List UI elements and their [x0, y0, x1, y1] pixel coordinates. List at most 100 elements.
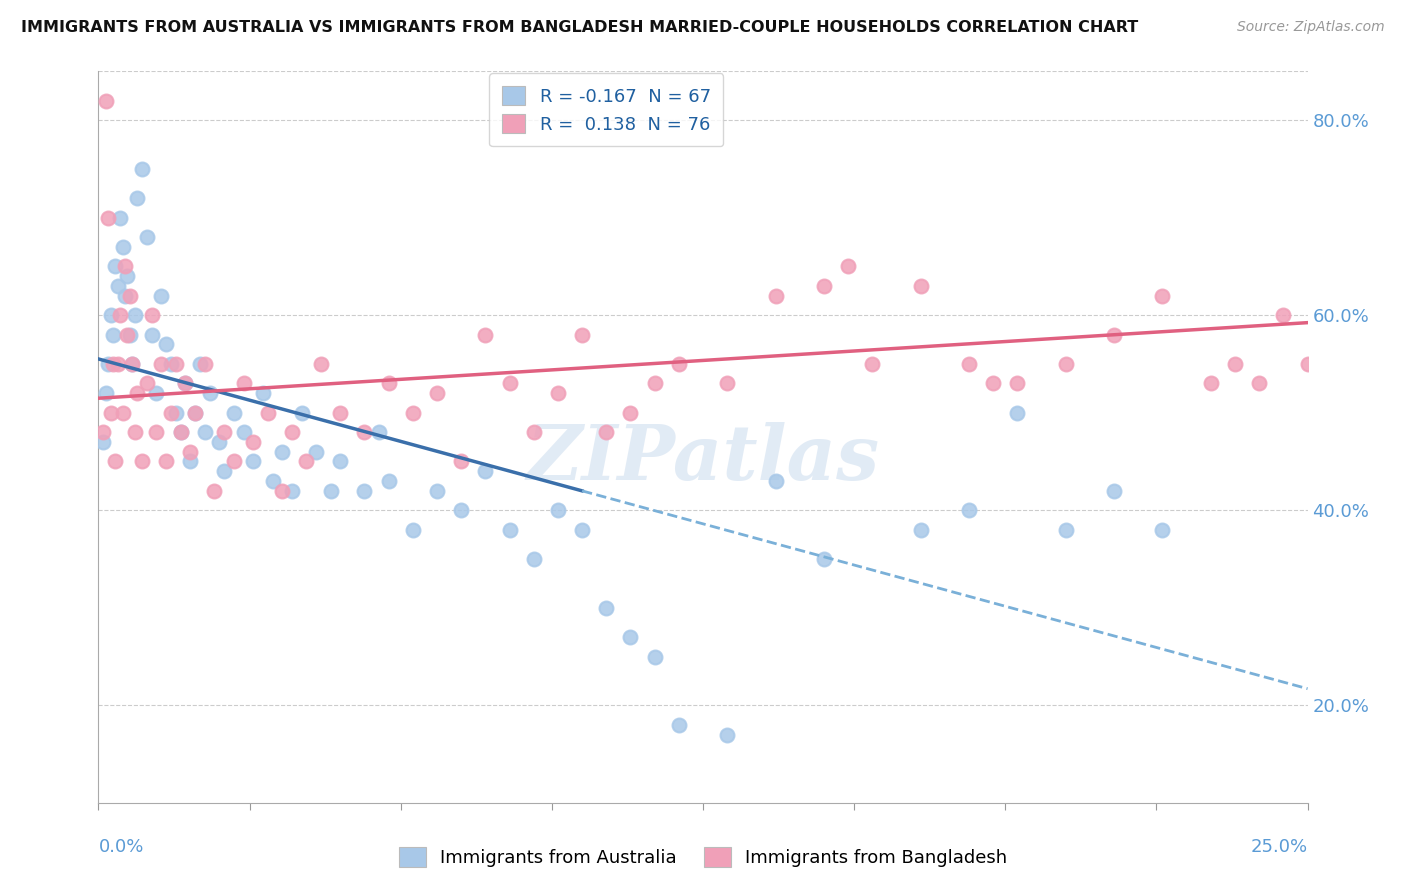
Point — [860, 357, 883, 371]
Point — [1102, 327, 1125, 342]
Point — [91, 425, 114, 440]
Point — [114, 288, 136, 302]
Point — [402, 406, 425, 420]
Point — [619, 630, 641, 644]
Point — [232, 425, 254, 440]
Point — [957, 357, 980, 371]
Point — [111, 406, 134, 420]
Point — [256, 406, 278, 420]
Point — [295, 454, 318, 468]
Point — [450, 454, 472, 468]
Point — [97, 211, 120, 225]
Point — [242, 454, 264, 468]
Point — [329, 454, 352, 468]
Text: 0.0%: 0.0% — [98, 838, 143, 856]
Point — [668, 357, 690, 371]
Legend: Immigrants from Australia, Immigrants from Bangladesh: Immigrants from Australia, Immigrants fr… — [391, 839, 1015, 874]
Point — [309, 357, 332, 371]
Point — [101, 357, 124, 371]
Point — [194, 425, 217, 440]
Point — [498, 523, 520, 537]
Point — [281, 483, 304, 498]
Point — [117, 327, 139, 342]
Point — [523, 552, 546, 566]
Point — [353, 425, 375, 440]
Point — [100, 308, 122, 322]
Point — [262, 474, 284, 488]
Point — [127, 191, 149, 205]
Point — [101, 327, 124, 342]
Point — [150, 288, 173, 302]
Legend: R = -0.167  N = 67, R =  0.138  N = 76: R = -0.167 N = 67, R = 0.138 N = 76 — [489, 73, 724, 146]
Text: Source: ZipAtlas.com: Source: ZipAtlas.com — [1237, 20, 1385, 34]
Point — [165, 406, 187, 420]
Point — [108, 211, 131, 225]
Point — [1054, 523, 1077, 537]
Point — [595, 425, 617, 440]
Point — [194, 357, 217, 371]
Point — [155, 337, 177, 351]
Point — [242, 434, 264, 449]
Point — [174, 376, 197, 391]
Point — [135, 230, 157, 244]
Point — [104, 454, 127, 468]
Point — [957, 503, 980, 517]
Point — [910, 523, 932, 537]
Point — [135, 376, 157, 391]
Point — [474, 464, 496, 478]
Point — [114, 260, 136, 274]
Point — [1272, 308, 1295, 322]
Point — [145, 386, 167, 401]
Point — [107, 279, 129, 293]
Point — [644, 376, 666, 391]
Point — [1152, 523, 1174, 537]
Point — [1344, 288, 1367, 302]
Point — [94, 386, 117, 401]
Point — [319, 483, 342, 498]
Point — [141, 327, 163, 342]
Text: ZIPatlas: ZIPatlas — [526, 422, 880, 496]
Point — [165, 357, 187, 371]
Point — [1393, 260, 1406, 274]
Point — [474, 327, 496, 342]
Point — [188, 357, 211, 371]
Point — [252, 386, 274, 401]
Point — [131, 454, 153, 468]
Point — [155, 454, 177, 468]
Point — [377, 474, 399, 488]
Point — [118, 288, 141, 302]
Point — [150, 357, 173, 371]
Point — [716, 727, 738, 741]
Point — [1007, 376, 1029, 391]
Point — [813, 279, 835, 293]
Point — [212, 464, 235, 478]
Point — [127, 386, 149, 401]
Point — [271, 483, 294, 498]
Point — [595, 600, 617, 615]
Point — [131, 161, 153, 176]
Point — [208, 434, 231, 449]
Point — [353, 483, 375, 498]
Point — [329, 406, 352, 420]
Point — [198, 386, 221, 401]
Point — [1152, 288, 1174, 302]
Point — [426, 386, 449, 401]
Point — [212, 425, 235, 440]
Point — [104, 260, 127, 274]
Point — [305, 444, 328, 458]
Point — [547, 386, 569, 401]
Point — [571, 523, 593, 537]
Point — [368, 425, 391, 440]
Point — [290, 406, 312, 420]
Point — [281, 425, 304, 440]
Point — [232, 376, 254, 391]
Point — [184, 406, 207, 420]
Point — [644, 649, 666, 664]
Point — [174, 376, 197, 391]
Point — [97, 357, 120, 371]
Point — [765, 474, 787, 488]
Point — [184, 406, 207, 420]
Point — [108, 308, 131, 322]
Point — [117, 269, 139, 284]
Point — [910, 279, 932, 293]
